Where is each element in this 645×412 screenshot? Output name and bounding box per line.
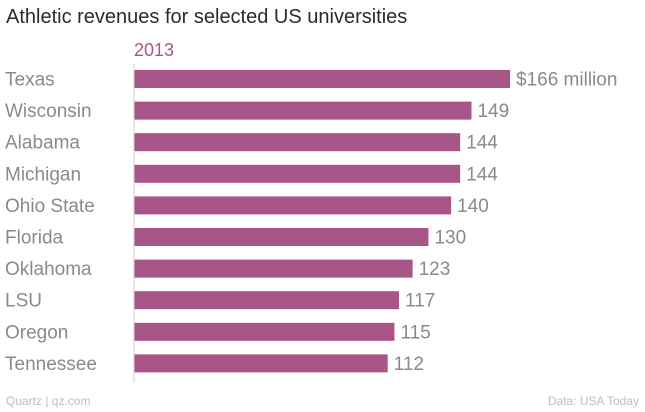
category-label: Florida — [5, 228, 64, 249]
footer-source: Data: USA Today — [547, 394, 639, 408]
category-label: Ohio State — [5, 196, 95, 217]
footer-credit: Quartz | qz.com — [6, 394, 91, 408]
value-label: 144 — [466, 133, 498, 154]
value-label: 144 — [466, 164, 498, 185]
category-label: Michigan — [5, 164, 81, 185]
value-label: 117 — [405, 291, 435, 312]
series-label: 2013 — [134, 40, 174, 60]
category-label: Tennessee — [5, 354, 97, 375]
category-label: Oregon — [5, 322, 68, 343]
value-label: $166 million — [516, 70, 617, 91]
bar — [134, 259, 413, 278]
chart-title: Athletic revenues for selected US univer… — [6, 6, 408, 28]
bar — [134, 101, 472, 120]
bar — [134, 70, 510, 88]
value-label: 130 — [434, 228, 466, 249]
value-label: 149 — [477, 101, 509, 122]
category-label: Alabama — [5, 133, 80, 154]
bar — [134, 354, 388, 373]
category-label: Wisconsin — [5, 101, 92, 122]
value-label: 112 — [394, 354, 424, 375]
category-label: Oklahoma — [5, 259, 92, 280]
category-label: LSU — [5, 291, 42, 312]
value-label: 140 — [457, 196, 489, 217]
bar — [134, 133, 461, 152]
bar — [134, 196, 452, 215]
bar — [134, 228, 429, 246]
category-label: Texas — [5, 70, 55, 91]
bar — [134, 322, 395, 341]
bar — [134, 164, 461, 183]
bar — [134, 291, 400, 310]
value-label: 123 — [419, 259, 451, 280]
value-label: 115 — [400, 322, 430, 343]
